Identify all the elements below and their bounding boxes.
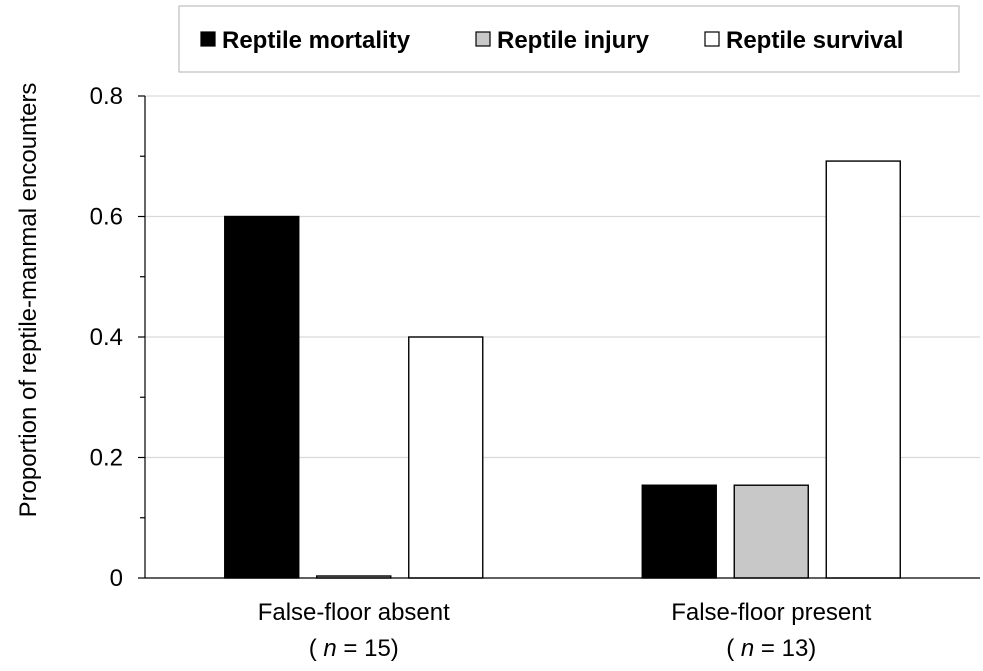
- x-category-label: False-floor present: [671, 599, 871, 626]
- bar: [825, 160, 901, 579]
- bar: [224, 215, 300, 579]
- x-category-n-label: ( n = 15): [309, 635, 399, 662]
- legend: Reptile mortality Reptile injury Reptile s…: [178, 5, 960, 73]
- legend-label: Reptile mortality: [222, 27, 411, 54]
- legend-swatch: [475, 31, 491, 47]
- x-category-n-label: ( n = 13): [726, 635, 816, 662]
- y-tick-label: 0.2: [90, 445, 123, 472]
- bar: [733, 484, 809, 579]
- x-axis-categories: False-floor absent ( n = 15) False-floor p…: [258, 599, 872, 662]
- legend-label: Reptile injury: [497, 27, 650, 54]
- legend-swatch: [200, 31, 216, 47]
- x-category-label: False-floor absent: [258, 599, 450, 626]
- legend-frame: [178, 5, 960, 73]
- y-axis-ticks: 0 0.2 0.4 0.6 0.8: [90, 83, 145, 592]
- y-tick-label: 0.6: [90, 204, 123, 231]
- y-axis-label: Proportion of reptile-mammal encounters: [15, 83, 42, 518]
- bars: [224, 160, 901, 579]
- legend-label: Reptile survival: [726, 27, 903, 54]
- bar: [408, 336, 484, 579]
- legend-swatch: [704, 31, 720, 47]
- y-tick-label: 0.4: [90, 324, 123, 351]
- y-tick-label: 0: [110, 565, 123, 592]
- y-tick-label: 0.8: [90, 83, 123, 110]
- bar: [641, 484, 717, 579]
